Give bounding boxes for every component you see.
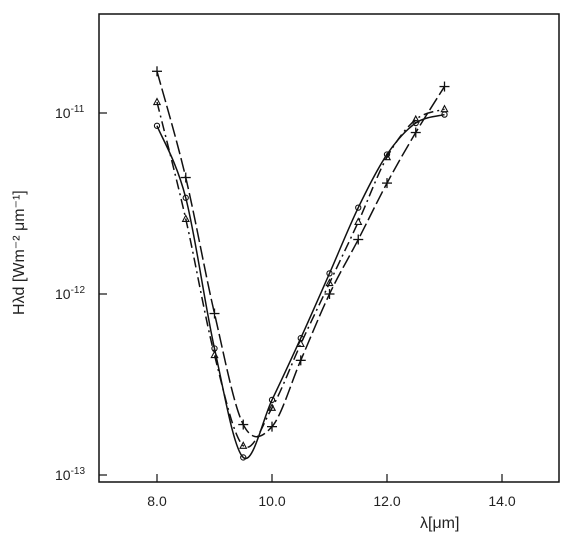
data-point-plus	[324, 289, 335, 299]
data-point-circle	[268, 396, 276, 404]
data-point-circle	[412, 119, 419, 127]
series-layer	[152, 66, 450, 461]
x-tick-label: 10.0	[258, 493, 285, 509]
y-tick-label: 10-13	[55, 466, 85, 483]
data-point-triangle	[440, 104, 449, 113]
data-point-plus	[382, 178, 392, 189]
x-tick-label: 12.0	[373, 493, 400, 509]
data-point-plus	[439, 81, 450, 92]
data-point-plus	[238, 419, 249, 430]
data-point-circle	[326, 270, 333, 277]
data-point-plus	[295, 355, 306, 366]
data-point-triangle	[267, 403, 277, 411]
series-line-plus	[156, 71, 446, 438]
x-tick-label: 14.0	[488, 493, 515, 509]
data-point-circle	[441, 111, 448, 118]
data-point-triangle	[354, 217, 363, 226]
data-point-plus	[353, 234, 364, 245]
data-point-triangle	[152, 97, 162, 106]
data-point-triangle	[239, 441, 248, 449]
x-axis-label: λ[μm]	[420, 515, 459, 532]
data-point-triangle	[325, 278, 334, 287]
data-point-circle	[383, 151, 391, 158]
data-point-circle	[297, 335, 304, 342]
data-point-triangle	[411, 114, 420, 123]
tick-labels: 8.0 10.0 12.0 14.0 10-11 10-12 10-13	[55, 104, 516, 509]
data-point-circle	[182, 194, 189, 201]
data-point-circle	[355, 204, 362, 211]
data-point-circle	[211, 345, 218, 352]
data-point-plus	[180, 172, 191, 183]
data-point-plus	[152, 66, 162, 77]
axis-ticks	[99, 112, 503, 482]
data-point-plus	[209, 308, 220, 319]
data-point-plus	[267, 421, 277, 432]
y-axis-label: Hλd [Wm⁻² μm⁻¹]	[11, 190, 28, 315]
plot-frame	[98, 13, 560, 483]
series-line-circle	[156, 113, 445, 460]
y-tick-label: 10-12	[55, 285, 85, 302]
series-line-triangle	[156, 101, 445, 449]
data-point-circle	[240, 454, 247, 461]
y-tick-label: 10-11	[55, 104, 85, 121]
data-point-circle	[153, 122, 161, 129]
data-point-plus	[410, 127, 421, 138]
x-tick-label: 8.0	[147, 493, 167, 509]
data-point-triangle	[181, 214, 190, 222]
